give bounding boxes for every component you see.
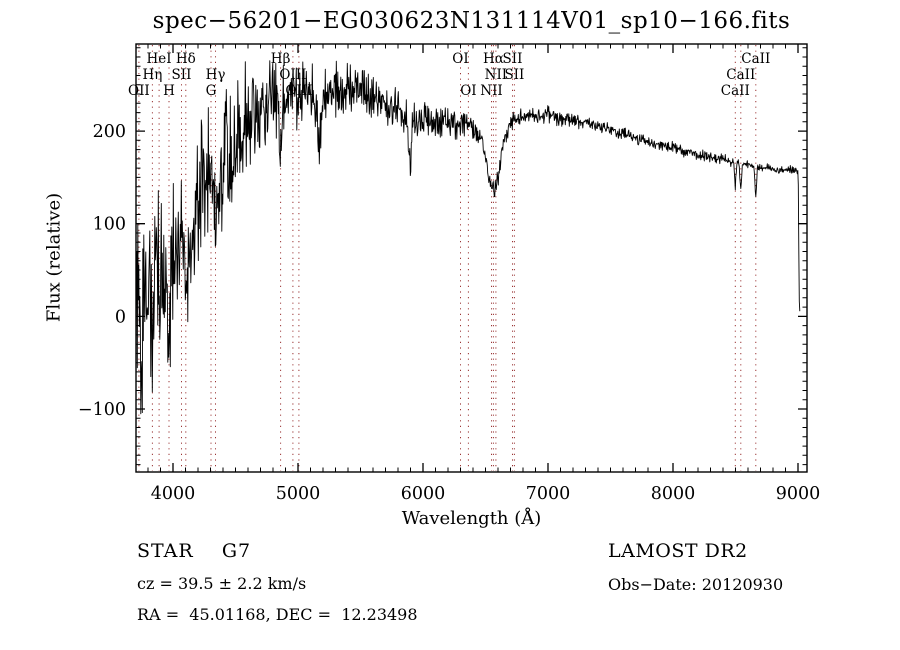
svg-text:6000: 6000 bbox=[401, 484, 446, 504]
svg-text:OII: OII bbox=[128, 83, 150, 99]
svg-text:4000: 4000 bbox=[151, 484, 196, 504]
svg-text:OI: OI bbox=[460, 83, 476, 99]
svg-text:Hη: Hη bbox=[142, 67, 162, 83]
spectral-line-markers bbox=[138, 45, 757, 471]
cz-value: cz = 39.5 ± 2.2 km/s bbox=[137, 574, 307, 593]
ra-dec-value: RA = 45.01168, DEC = 12.23498 bbox=[137, 605, 418, 624]
object-class-label: STAR G7 bbox=[137, 540, 252, 562]
svg-text:CaII: CaII bbox=[741, 51, 770, 67]
svg-text:100: 100 bbox=[93, 215, 126, 235]
svg-text:7000: 7000 bbox=[526, 484, 571, 504]
svg-text:9000: 9000 bbox=[776, 484, 821, 504]
axis-ticks bbox=[136, 44, 807, 472]
svg-text:G: G bbox=[206, 83, 217, 99]
svg-text:−100: −100 bbox=[78, 400, 126, 420]
svg-text:8000: 8000 bbox=[651, 484, 696, 504]
svg-text:CaII: CaII bbox=[726, 67, 755, 83]
svg-text:NII: NII bbox=[480, 83, 502, 99]
svg-text:0: 0 bbox=[115, 307, 126, 327]
svg-text:NII: NII bbox=[485, 67, 507, 83]
page-title: spec−56201−EG030623N131114V01_sp10−166.f… bbox=[152, 8, 791, 34]
x-axis-title: Wavelength (Å) bbox=[401, 508, 542, 529]
svg-text:OI: OI bbox=[452, 51, 468, 67]
svg-text:5000: 5000 bbox=[276, 484, 321, 504]
y-axis-title: Flux (relative) bbox=[43, 192, 65, 323]
svg-text:SII: SII bbox=[503, 51, 523, 67]
axis-tick-labels: 4000 5000 6000 7000 8000 9000 −100 0 100 200 bbox=[78, 122, 820, 504]
obs-date-value: Obs−Date: 20120930 bbox=[608, 575, 784, 594]
svg-text:HeI: HeI bbox=[147, 51, 172, 67]
spectrum-trace bbox=[135, 60, 801, 415]
svg-text:SII: SII bbox=[504, 67, 524, 83]
svg-text:CaII: CaII bbox=[721, 83, 750, 99]
svg-text:Hα: Hα bbox=[483, 51, 504, 67]
svg-text:Hβ: Hβ bbox=[271, 51, 291, 67]
survey-label: LAMOST DR2 bbox=[608, 540, 748, 562]
svg-text:Hδ: Hδ bbox=[176, 51, 196, 67]
svg-text:SII: SII bbox=[172, 67, 192, 83]
svg-text:Hγ: Hγ bbox=[206, 67, 226, 83]
plot-frame bbox=[135, 43, 808, 473]
svg-text:H: H bbox=[163, 83, 175, 99]
svg-text:200: 200 bbox=[93, 122, 126, 142]
